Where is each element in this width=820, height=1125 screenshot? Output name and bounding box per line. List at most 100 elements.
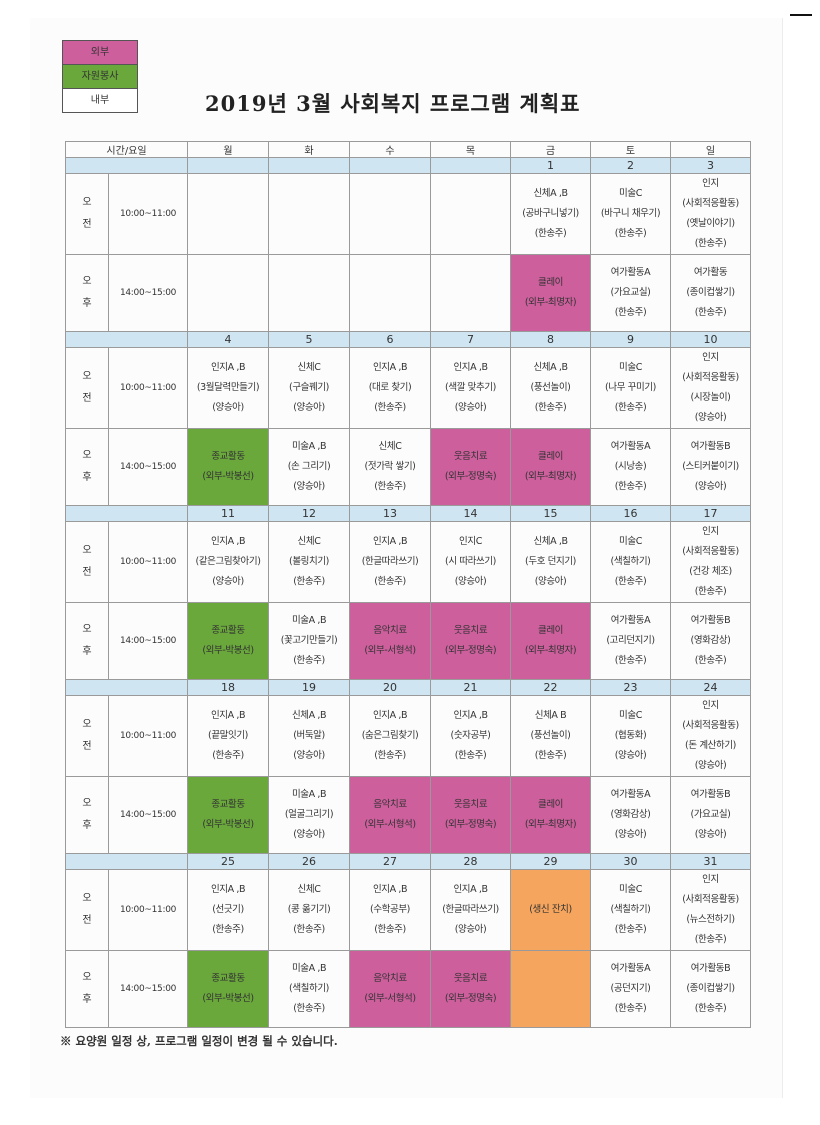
program-cell: 인지 (사회적응활동) (건강 체조) (한송주) bbox=[670, 521, 752, 603]
program-cell: 인지 (사회적응활동) (뉴스전하기) (한송주) bbox=[670, 869, 752, 951]
time-label: 14:00~15:00 bbox=[107, 428, 189, 506]
program-line: (가요교실) bbox=[690, 809, 731, 820]
program-line: (외부-정명숙) bbox=[444, 819, 497, 830]
slot-row-pm: 오 후 14:00~15:00 종교활동 (외부-박봉선) 미술A ,B (손 그리기) (양… bbox=[65, 428, 752, 506]
program-line: (대로 찾기) bbox=[368, 382, 412, 393]
date-cell: 26 bbox=[268, 853, 351, 870]
program-line: (숫자공부) bbox=[450, 730, 491, 741]
program-cell: 신체A B (풍선놀이) (한송주) bbox=[510, 695, 592, 777]
program-line: 음악치료 bbox=[373, 625, 407, 636]
program-cell: 신체A ,B (공바구니넣기) (한송주) bbox=[510, 173, 592, 255]
program-line: 신체C bbox=[297, 362, 321, 373]
program-line: (가요교실) bbox=[610, 287, 651, 298]
date-cell: 13 bbox=[349, 505, 432, 522]
slot-row-am: 오 전 10:00~11:00 인지A ,B (같은그림찾아기) (양승아) 신체C (볼링치… bbox=[65, 521, 752, 603]
header-day: 목 bbox=[430, 141, 512, 158]
slot-row-pm: 오 후 14:00~15:00 클레이 (외부-최명자) 여가활동A (가요교실) (한송주)… bbox=[65, 254, 752, 332]
program-line: 미술C bbox=[619, 884, 642, 895]
program-line: (한송주) bbox=[614, 1003, 647, 1014]
date-cell: 28 bbox=[430, 853, 512, 870]
program-line: (한송주) bbox=[614, 307, 647, 318]
program-line: (외부-최명자) bbox=[524, 819, 577, 830]
program-cell: 클레이 (외부-최명자) bbox=[510, 776, 592, 854]
program-line: (양승아) bbox=[454, 402, 487, 413]
program-line: 신체A ,B bbox=[291, 710, 327, 721]
program-line: (외부-박봉선) bbox=[202, 471, 254, 482]
program-line: (영화감상) bbox=[610, 809, 651, 820]
slot-row-pm: 오 후 14:00~15:00 종교활동 (외부-박봉선) 미술A ,B (꽃고기만들기)(… bbox=[65, 602, 752, 680]
program-line: 인지A ,B bbox=[210, 362, 246, 373]
date-cell bbox=[268, 157, 351, 174]
program-line: (두호 던지기) bbox=[525, 556, 576, 567]
period-char: 오 bbox=[82, 624, 92, 635]
program-line: (건강 체조) bbox=[689, 566, 732, 577]
program-line: (외부-박봉선) bbox=[202, 993, 254, 1004]
program-line: 인지C bbox=[459, 536, 482, 547]
program-line: (외부-서형석) bbox=[364, 645, 416, 656]
date-cell: 10 bbox=[670, 331, 752, 348]
program-line: (양승아) bbox=[212, 402, 244, 413]
program-cell: 인지A ,B (숨은그림찾기) (한송주) bbox=[349, 695, 432, 777]
program-line: 여가활동 bbox=[693, 267, 728, 278]
program-line: 여가활동B bbox=[690, 963, 731, 974]
program-cell: 음악치료 (외부-서형석) bbox=[349, 776, 432, 854]
program-line: 신체A ,B bbox=[533, 362, 568, 373]
program-cell: 여가활동A (가요교실) (한송주) bbox=[590, 254, 672, 332]
header-time-day: 시간/요일 bbox=[64, 141, 189, 158]
program-line: (양승아) bbox=[293, 750, 325, 761]
program-line: (젓가락 쌓기) bbox=[364, 461, 416, 472]
program-line: (한송주) bbox=[614, 481, 647, 492]
program-cell: 종교활동 (외부-박봉선) bbox=[187, 602, 270, 680]
program-cell: 인지C (시 따라쓰기) (양승아) bbox=[430, 521, 512, 603]
period-char: 후 bbox=[82, 298, 92, 309]
program-line: (한글따라쓰기) bbox=[361, 556, 419, 567]
schedule-table: 시간/요일 월 화 수 목 금 토 일 1 2 3 오 전 10:00~11:00 신체A ,B (공바구니넣… bbox=[64, 141, 752, 1028]
program-line: 인지A ,B bbox=[372, 710, 408, 721]
date-row: 4 5 6 7 8 9 10 bbox=[64, 331, 752, 348]
program-line: 여가활동A bbox=[610, 441, 651, 452]
program-cell: 클레이 (외부-최명자) bbox=[510, 254, 592, 332]
program-line: (한송주) bbox=[374, 576, 406, 587]
program-line: (양승아) bbox=[454, 924, 487, 935]
program-cell: 인지A ,B (숫자공부) (한송주) bbox=[430, 695, 512, 777]
program-line: (한송주) bbox=[694, 238, 727, 249]
program-line: (한송주) bbox=[374, 402, 406, 413]
legend: 외부 자원봉사 내부 bbox=[62, 40, 138, 113]
program-cell: 신체A ,B (두호 던지기) (양승아) bbox=[510, 521, 592, 603]
period-char: 오 bbox=[82, 893, 92, 904]
program-cell bbox=[187, 254, 270, 332]
program-cell: 신체C (구슬꿰기) (양승아) bbox=[268, 347, 351, 429]
program-cell: 인지A ,B (대로 찾기) (한송주) bbox=[349, 347, 432, 429]
program-line: (사회적응활동) bbox=[682, 198, 739, 209]
program-cell: 웃음치료 (외부-정명숙) bbox=[430, 428, 512, 506]
program-line: (구슬꿰기) bbox=[289, 382, 329, 393]
program-line: 여가활동A bbox=[610, 963, 651, 974]
program-line: (양승아) bbox=[293, 402, 325, 413]
time-label: 10:00~11:00 bbox=[107, 347, 189, 429]
program-cell: 미술C (색칠하기) (한송주) bbox=[590, 869, 672, 951]
date-cell: 21 bbox=[430, 679, 512, 696]
program-line: (양승아) bbox=[694, 412, 727, 423]
date-cell: 17 bbox=[670, 505, 752, 522]
corner-mark bbox=[790, 14, 812, 16]
program-line: (숨은그림찾기) bbox=[361, 730, 419, 741]
program-cell: 미술A ,B (얼굴그리기) (양승아) bbox=[268, 776, 351, 854]
date-cell: 18 bbox=[187, 679, 270, 696]
program-line: (선긋기) bbox=[212, 904, 244, 915]
date-cell: 8 bbox=[510, 331, 592, 348]
date-cell bbox=[187, 157, 270, 174]
program-cell: 웃음치료 (외부-정명숙) bbox=[430, 950, 512, 1028]
program-line: (색칠하기) bbox=[610, 904, 651, 915]
date-cell bbox=[430, 157, 512, 174]
program-line: (바구니 채우기) bbox=[600, 208, 661, 219]
program-line: (색깔 맞추기) bbox=[445, 382, 496, 393]
program-cell: 인지A ,B (선긋기) (한송주) bbox=[187, 869, 270, 951]
program-cell: 신체A ,B (버둑알) (양승아) bbox=[268, 695, 351, 777]
program-line: (풍선놀이) bbox=[530, 730, 571, 741]
